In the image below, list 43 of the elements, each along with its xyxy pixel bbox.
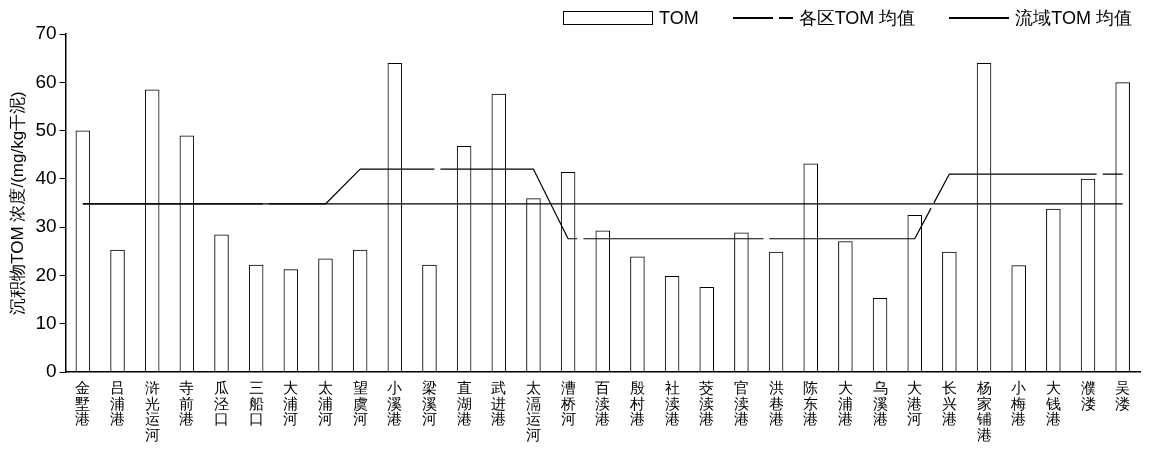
y-tick-label: 70	[35, 22, 57, 44]
x-tick-label: 百渎港	[595, 378, 611, 429]
y-tick-label: 40	[35, 167, 57, 189]
x-tick-label: 吴溇	[1115, 378, 1131, 413]
x-tick-label: 吕浦港	[110, 378, 126, 429]
y-tick-label: 10	[35, 311, 57, 333]
x-tick-label: 望虞河	[352, 378, 368, 429]
y-tick-label: 50	[35, 118, 57, 140]
x-tick-label: 金墅港	[75, 378, 91, 429]
x-tick-label: 太滆运河	[525, 378, 541, 445]
y-axis-title: 沉积物TOM 浓度/(mg/kg干泥)	[7, 91, 27, 315]
y-tick-label: 30	[35, 215, 57, 237]
x-tick-label: 大浦港	[837, 378, 853, 429]
x-tick-label: 濮溇	[1080, 378, 1096, 413]
x-tick-label: 茭渎港	[699, 378, 715, 429]
x-tick-label: 官渎港	[733, 378, 749, 429]
x-tick-label: 杨家铺港	[975, 378, 992, 445]
x-tick-label: 直湖港	[456, 378, 472, 429]
x-tick-label: 太浦河	[317, 378, 333, 429]
y-tick-label: 20	[35, 263, 57, 285]
x-tick-label: 大浦河	[283, 378, 299, 429]
x-tick-label: 三船口	[248, 378, 264, 429]
x-tick-label: 乌溪港	[872, 378, 888, 429]
x-tick-label: 殷村港	[628, 378, 645, 429]
x-tick-label: 大钱港	[1044, 378, 1061, 429]
x-tick-label: 梁溪河	[421, 378, 437, 429]
x-tick-label: 漕桥河	[559, 378, 576, 429]
legend-label: 各区TOM 均值	[798, 7, 916, 30]
x-tick-label: 大港河	[907, 378, 923, 429]
legend-label: 流域TOM 均值	[1015, 7, 1132, 30]
x-tick-label: 瓜泾口	[214, 378, 229, 429]
x-tick-label: 寺前港	[179, 378, 195, 429]
y-tick-label: 60	[35, 70, 57, 92]
x-tick-label: 社渎港	[664, 378, 680, 429]
x-tick-label: 长兴港	[941, 378, 957, 429]
x-tick-label: 小梅港	[1010, 378, 1027, 429]
x-tick-label: 小溪港	[387, 378, 403, 429]
x-tick-label: 武进港	[491, 378, 507, 429]
legend-label: TOM	[658, 7, 699, 29]
x-tick-label: 洪巷港	[768, 378, 784, 429]
x-tick-label: 浒光运河	[144, 378, 160, 445]
x-tick-label: 陈东港	[803, 378, 819, 429]
y-tick-label: 0	[45, 360, 57, 382]
